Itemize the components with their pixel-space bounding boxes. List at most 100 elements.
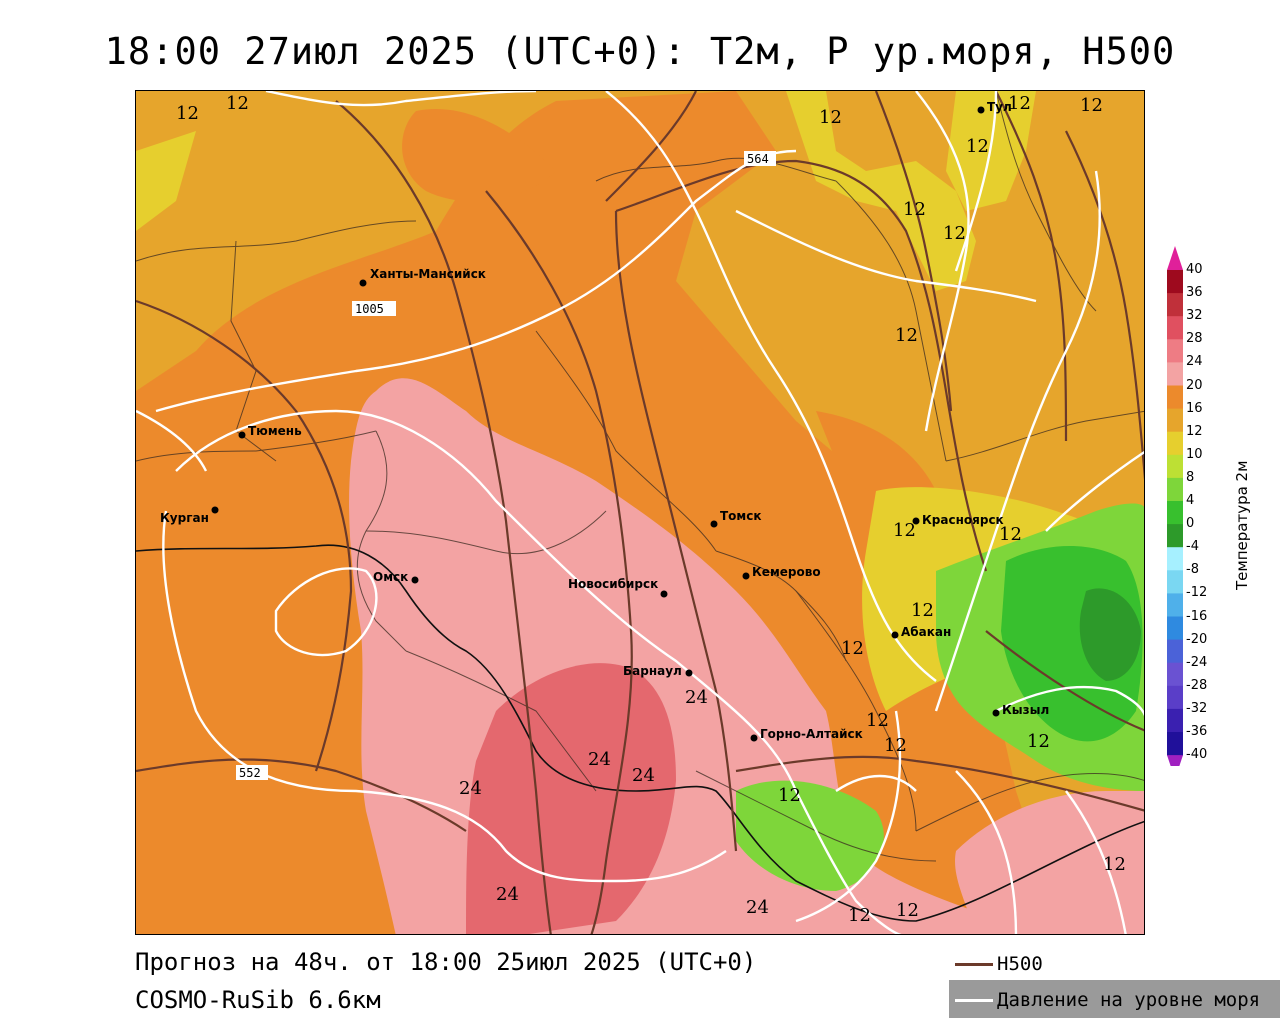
h500-label-564: 564 xyxy=(747,152,769,166)
colorbar-segment xyxy=(1167,547,1183,571)
colorbar-tick-label: -28 xyxy=(1186,677,1208,693)
svg-text:Тул: Тул xyxy=(987,100,1012,114)
temp-zone-24-28 xyxy=(466,663,676,934)
temp-label-12: 12 xyxy=(895,325,918,346)
temp-label-12: 12 xyxy=(176,103,199,124)
h500-label-552: 552 xyxy=(239,766,261,780)
temp-label-24: 24 xyxy=(459,778,482,799)
colorbar-tick-label: -16 xyxy=(1186,608,1208,624)
h500-legend-label: H500 xyxy=(997,953,1043,975)
colorbar-segment xyxy=(1167,732,1183,756)
temp-label-12: 12 xyxy=(1080,95,1103,116)
colorbar-tick-label: 8 xyxy=(1186,469,1195,485)
temp-zone-16-20-north xyxy=(402,109,556,202)
map-title: 18:00 27июл 2025 (UTC+0): T2м, P ур.моря… xyxy=(104,30,1176,73)
colorbar-title: Температура 2м xyxy=(1233,460,1251,590)
colorbar-segment xyxy=(1167,270,1183,294)
colorbar-segment xyxy=(1167,454,1183,479)
temp-label-24: 24 xyxy=(496,884,519,905)
colorbar-tick-label: 40 xyxy=(1186,262,1203,277)
h500-labels: 564 552 1005 xyxy=(236,151,776,780)
colorbar-segment xyxy=(1167,362,1183,386)
colorbar-tick-label: -20 xyxy=(1186,631,1208,647)
pressure-label-box-1005 xyxy=(352,301,396,316)
temp-label-12: 12 xyxy=(226,93,249,114)
colorbar-segment xyxy=(1167,431,1183,456)
svg-text:Тюмень: Тюмень xyxy=(248,424,302,438)
city-barnaul[interactable]: Барнаул xyxy=(623,664,693,678)
svg-text:Омск: Омск xyxy=(373,570,408,584)
h500-legend-swatch xyxy=(955,963,993,966)
colorbar-tick-label: -8 xyxy=(1186,562,1199,578)
temperature-labels: 12 12 12 12 12 12 12 12 12 12 12 12 12 1… xyxy=(176,93,1126,926)
colorbar-tick-label: 16 xyxy=(1186,400,1203,416)
temp-zone-below-0 xyxy=(1079,588,1141,681)
pressure-legend-box xyxy=(949,980,1280,1018)
pressure-label-1005: 1005 xyxy=(355,302,384,316)
city-tul[interactable]: Тул xyxy=(977,100,1012,114)
svg-text:Кемерово: Кемерово xyxy=(752,565,821,579)
city-abakan[interactable]: Абакан xyxy=(891,625,952,639)
forecast-map[interactable]: 564 552 1005 12 12 12 12 12 12 12 12 12 … xyxy=(135,90,1145,935)
h500-label-box-564 xyxy=(744,151,776,166)
colorbar-segment xyxy=(1167,339,1183,363)
colorbar-tick-label: 12 xyxy=(1186,423,1203,439)
colorbar-tick-label: 0 xyxy=(1186,516,1195,532)
temp-zone-16-20-east xyxy=(816,411,936,500)
h500-isolines xyxy=(136,91,1144,934)
pressure-legend-swatch xyxy=(955,999,993,1002)
temp-zone-10-12-north xyxy=(786,91,976,291)
colorbar-tick-label: -12 xyxy=(1186,585,1208,601)
colorbar-tick-label: 28 xyxy=(1186,331,1203,347)
colorbar-segment xyxy=(1167,293,1183,317)
colorbar-segment xyxy=(1167,662,1183,687)
country-border xyxy=(136,544,1144,922)
svg-text:Абакан: Абакан xyxy=(901,625,951,639)
temp-label-12: 12 xyxy=(943,223,966,244)
city-khanty-mansiysk[interactable]: Ханты-Мансийск xyxy=(359,267,486,287)
colorbar-segment xyxy=(1167,616,1183,641)
city-kemerovo[interactable]: Кемерово xyxy=(742,565,821,580)
svg-text:Горно-Алтайск: Горно-Алтайск xyxy=(760,727,863,741)
colorbar-tick-label: 20 xyxy=(1186,377,1203,393)
temp-label-12: 12 xyxy=(1027,731,1050,752)
colorbar-segment xyxy=(1167,639,1183,664)
temp-label-12: 12 xyxy=(1103,854,1126,875)
temp-label-12: 12 xyxy=(893,520,916,541)
city-kurgan[interactable]: Курган xyxy=(160,506,219,526)
city-krasnoyarsk[interactable]: Красноярск xyxy=(912,513,1004,527)
colorbar-segment xyxy=(1167,501,1183,525)
city-markers: Ханты-Мансийск Тюмень Курган Омск Новоси… xyxy=(160,100,1049,742)
city-tyumen[interactable]: Тюмень xyxy=(238,424,303,439)
svg-text:Красноярск: Красноярск xyxy=(922,513,1004,527)
colorbar-segment xyxy=(1167,385,1183,410)
temp-label-12: 12 xyxy=(999,524,1022,545)
temp-label-12: 12 xyxy=(841,638,864,659)
temp-label-12: 12 xyxy=(911,600,934,621)
city-omsk[interactable]: Омск xyxy=(373,570,419,584)
temp-label-12: 12 xyxy=(903,199,926,220)
colorbar-segment xyxy=(1167,593,1183,617)
svg-text:Курган: Курган xyxy=(160,511,209,525)
city-tomsk[interactable]: Томск xyxy=(710,509,762,528)
colorbar-tick-label: -40 xyxy=(1186,747,1208,763)
city-gorno-altaysk[interactable]: Горно-Алтайск xyxy=(750,727,863,742)
colorbar-tick-label: 36 xyxy=(1186,285,1203,301)
colorbar-segment xyxy=(1167,477,1183,502)
temp-zone-10-12-sw xyxy=(136,131,196,231)
temp-label-12: 12 xyxy=(848,905,871,926)
colorbar-segment xyxy=(1167,570,1183,594)
map-canvas: 564 552 1005 12 12 12 12 12 12 12 12 12 … xyxy=(136,91,1144,934)
city-kyzyl[interactable]: Кызыл xyxy=(992,703,1050,717)
colorbar-segment xyxy=(1167,708,1183,733)
temp-label-24: 24 xyxy=(588,749,611,770)
colorbar-svg xyxy=(1167,246,1183,766)
temp-label-24: 24 xyxy=(685,687,708,708)
temp-label-12: 12 xyxy=(1008,93,1031,114)
colorbar-tick-label: 4 xyxy=(1186,493,1195,508)
city-novosibirsk[interactable]: Новосибирск xyxy=(568,577,668,598)
colorbar-tick-label: -36 xyxy=(1186,724,1208,739)
temp-zone-20-24-southeast xyxy=(955,791,1144,934)
temp-label-24: 24 xyxy=(632,765,655,786)
colorbar-bottom-arrow xyxy=(1167,755,1183,766)
